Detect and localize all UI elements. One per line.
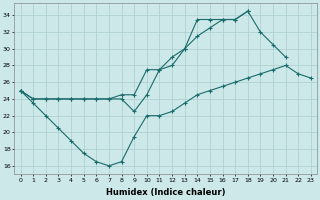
X-axis label: Humidex (Indice chaleur): Humidex (Indice chaleur)	[106, 188, 226, 197]
